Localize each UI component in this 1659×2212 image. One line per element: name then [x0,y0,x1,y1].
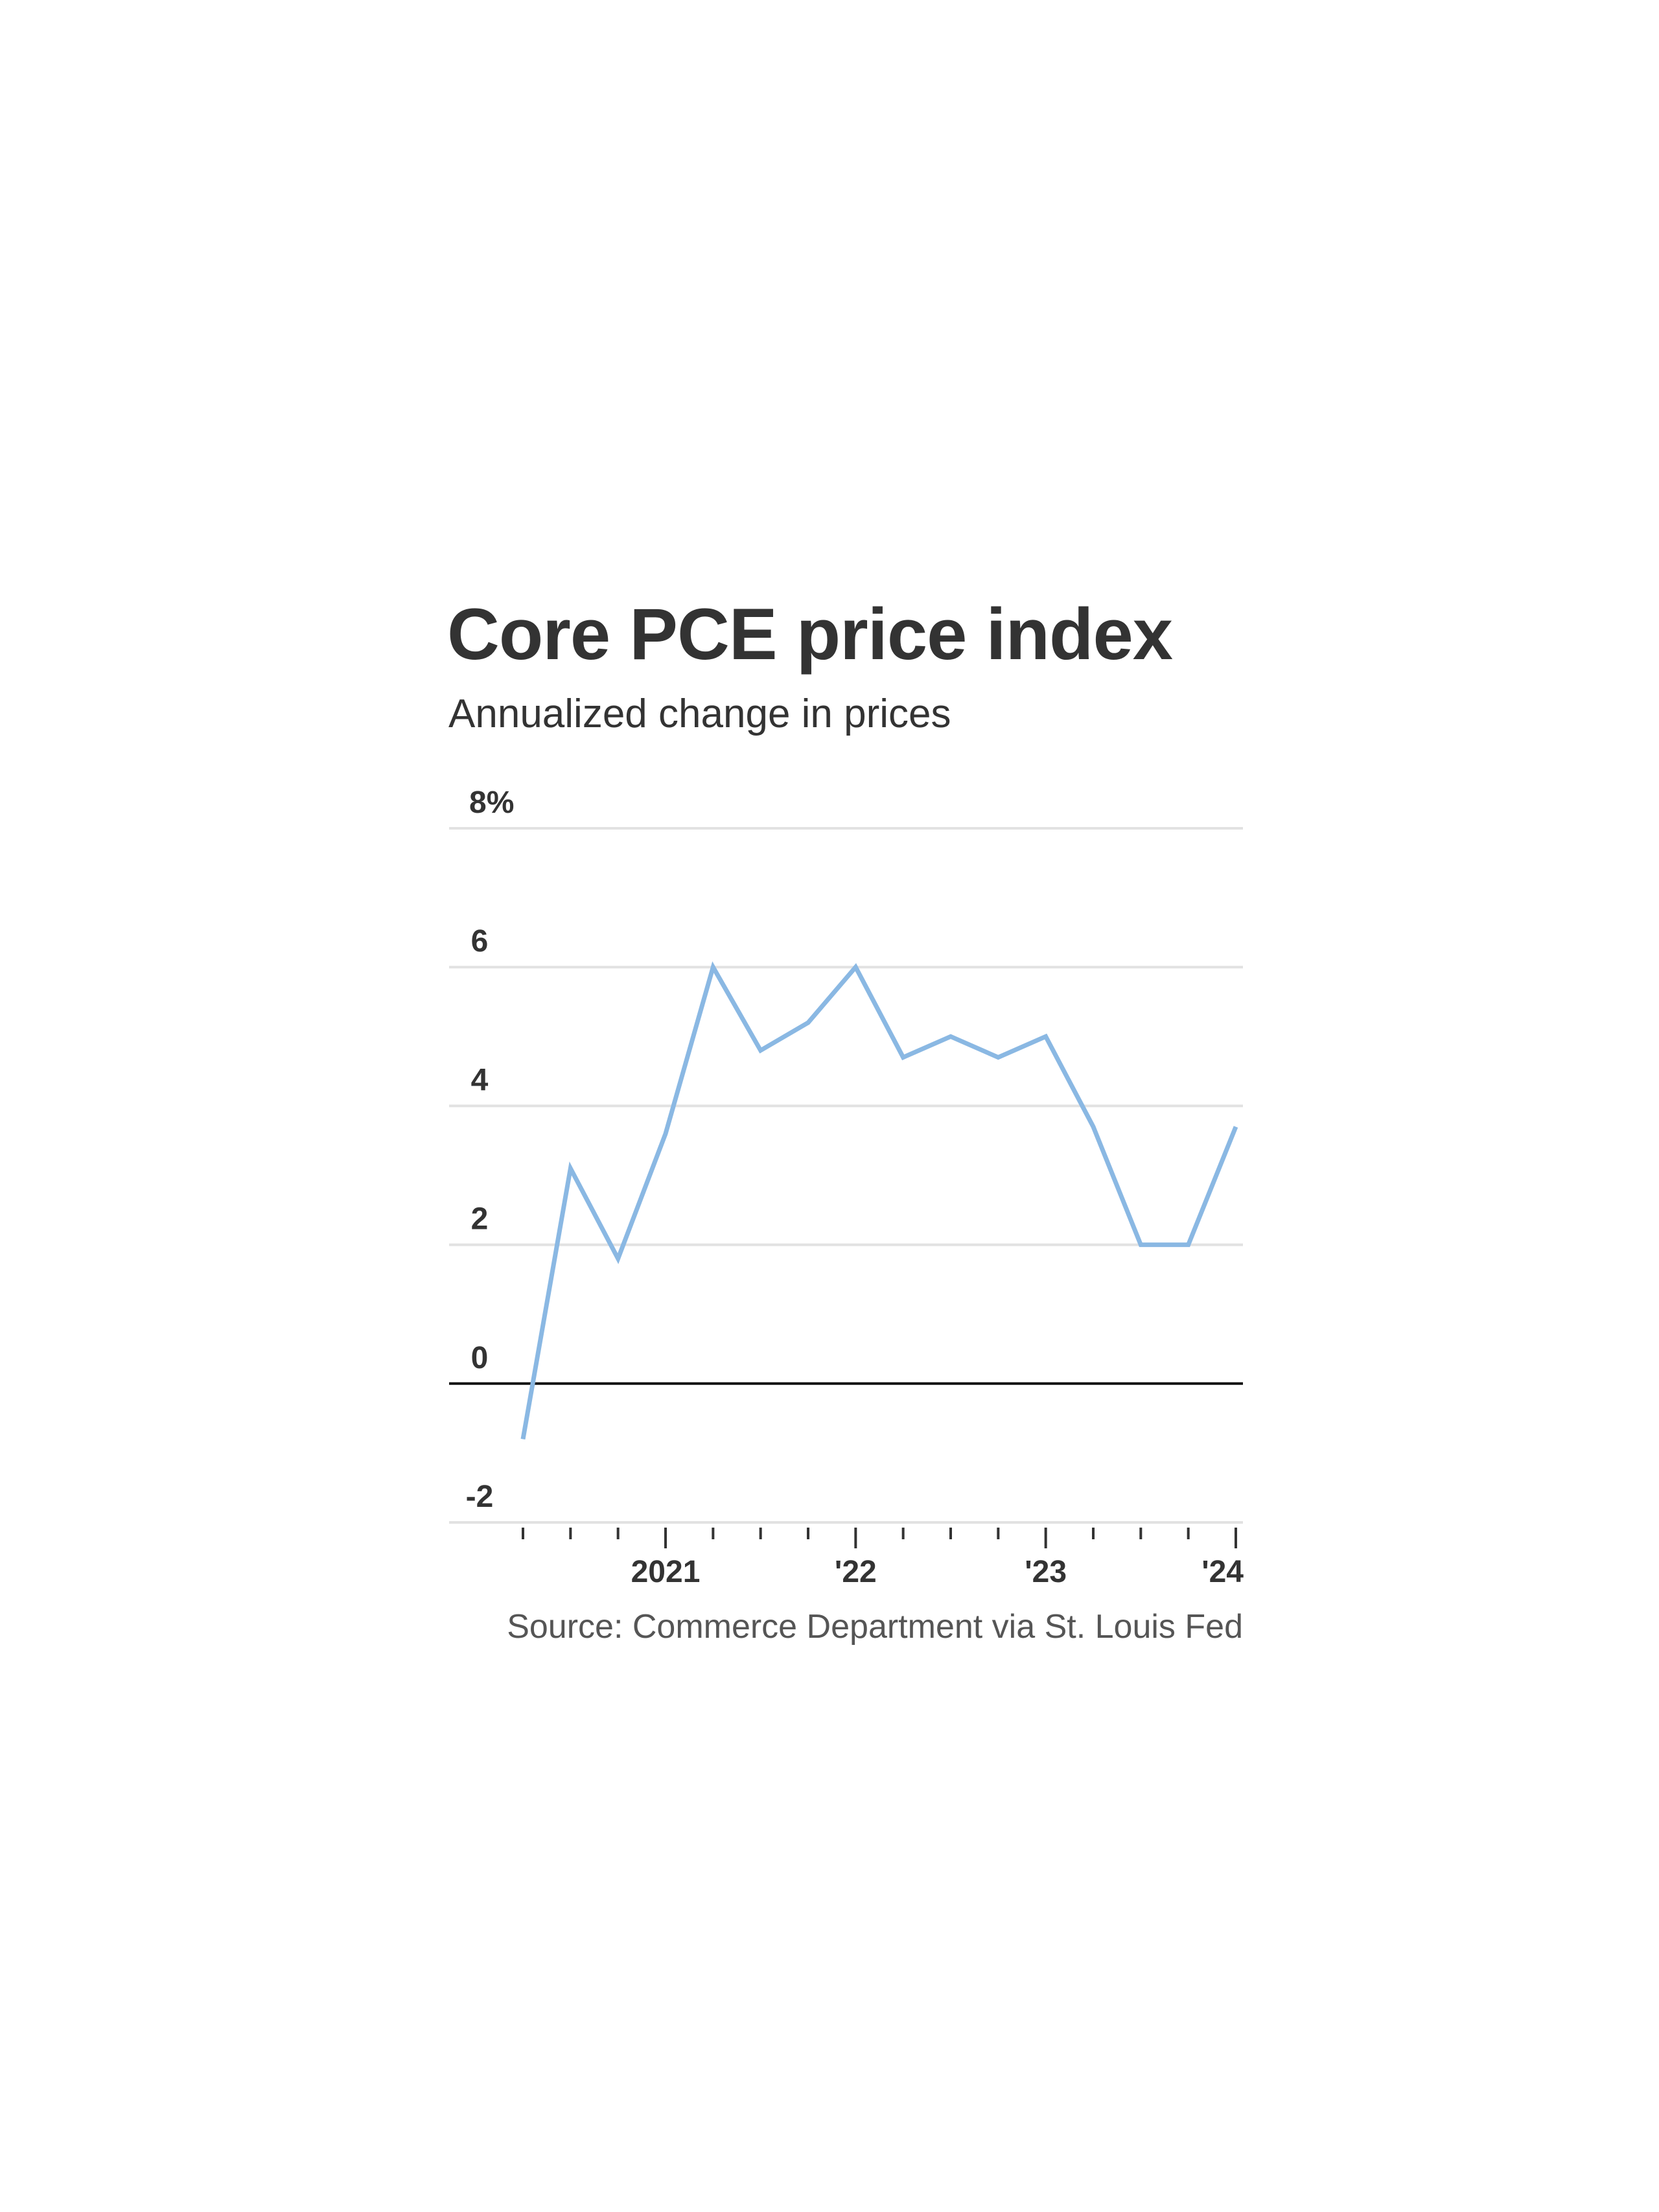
source-note: Source: Commerce Department via St. Loui… [507,1608,1243,1646]
y-tick-label: 4 [471,1063,489,1097]
x-tick-label: '24 [1201,1555,1244,1589]
y-tick-label: 0 [471,1341,489,1375]
y-tick-label: 8% [469,786,514,820]
x-tick-label: 2021 [631,1555,701,1589]
x-tick-label: '22 [835,1555,877,1589]
chart-subtitle: Annualized change in prices [448,692,951,736]
y-tick-label: -2 [466,1480,494,1514]
y-tick-label: 6 [471,924,489,959]
x-tick-label: '23 [1025,1555,1067,1589]
line-chart: -2 0 2 4 6 8% 2021 '22 '23 '24 [449,786,1244,1589]
chart-title: Core PCE price index [447,594,1173,675]
y-tick-label: 2 [471,1202,489,1237]
series-line [520,961,1238,1440]
